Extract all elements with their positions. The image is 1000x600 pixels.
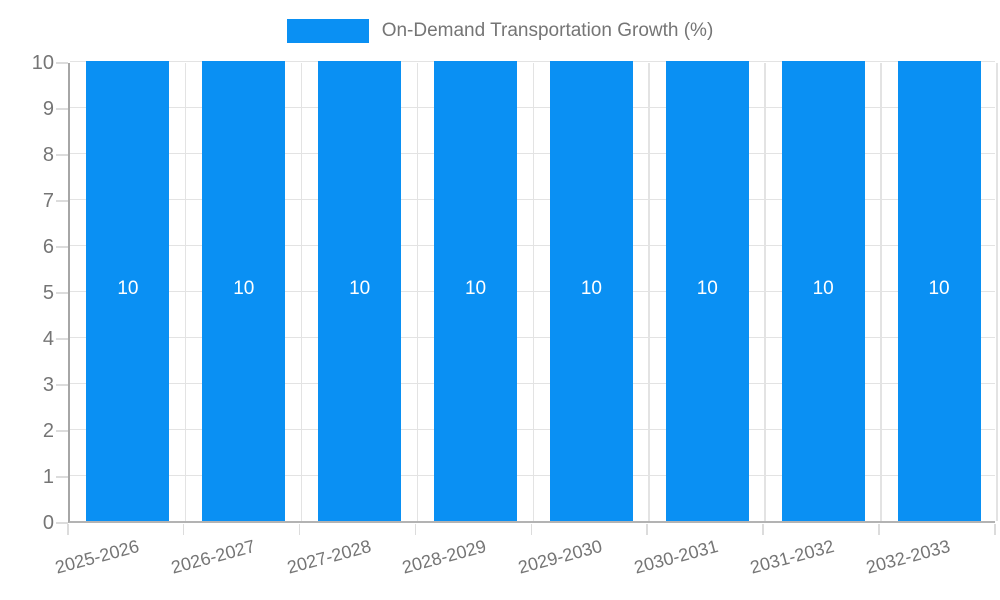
x-axis-tick-label: 2032-2033	[863, 536, 953, 578]
y-axis-tick-label: 4	[42, 328, 54, 350]
bar-value-label: 10	[928, 278, 950, 299]
x-tick-mark	[878, 524, 880, 535]
h-gridline	[70, 60, 995, 62]
bar: 10	[318, 61, 402, 521]
v-gridline	[648, 63, 650, 521]
bar: 10	[86, 61, 170, 521]
y-tick-mark	[56, 522, 68, 524]
x-tick-mark	[646, 524, 648, 535]
x-axis-tick-label: 2027-2028	[284, 536, 373, 578]
bar-value-label: 10	[696, 278, 718, 299]
bar: 10	[781, 61, 865, 521]
y-axis-tick-label: 2	[42, 420, 54, 442]
bar-value-label: 10	[812, 278, 834, 299]
y-tick-mark	[56, 154, 68, 156]
y-tick-mark	[56, 430, 68, 432]
y-tick-mark	[56, 384, 68, 386]
bar: 10	[202, 61, 286, 521]
y-axis-tick-label: 9	[42, 98, 54, 120]
y-axis-tick-label: 1	[42, 466, 54, 488]
v-gridline	[416, 63, 419, 521]
x-axis-tick-label: 2031-2032	[748, 536, 837, 578]
x-tick-mark	[298, 524, 301, 535]
bar: 10	[549, 61, 633, 521]
bar-value-label: 10	[349, 278, 371, 299]
y-tick-mark	[56, 200, 68, 202]
v-gridline	[764, 63, 766, 521]
v-gridline	[184, 63, 187, 521]
y-axis-tick-label: 8	[42, 144, 54, 166]
x-tick-mark	[67, 524, 69, 535]
y-tick-mark	[56, 476, 68, 478]
y-tick-mark	[56, 292, 68, 294]
x-tick-mark	[182, 524, 185, 535]
x-axis-tick-label: 2025-2026	[52, 536, 142, 578]
y-tick-mark	[56, 338, 68, 340]
x-axis-tick-label: 2029-2030	[516, 536, 605, 578]
v-gridline	[532, 63, 534, 521]
legend-swatch	[286, 19, 369, 43]
legend-label: On-Demand Transportation Growth (%)	[381, 20, 714, 41]
x-tick-mark	[762, 524, 764, 535]
x-axis-tick-label: 2026-2027	[168, 536, 257, 578]
bar: 10	[434, 61, 518, 521]
x-tick-mark	[414, 524, 417, 535]
bar-value-label: 10	[580, 278, 602, 299]
v-gridline	[880, 63, 882, 521]
legend: On-Demand Transportation Growth (%)	[0, 17, 1000, 45]
x-axis-tick-label: 2030-2031	[632, 536, 721, 578]
plot-area: 10 10 10 10 10 10 10 10	[68, 60, 998, 523]
y-tick-mark	[56, 108, 68, 110]
y-axis-tick-label: 3	[42, 374, 54, 396]
y-axis-tick-label: 10	[31, 52, 54, 74]
x-axis-tick-label: 2028-2029	[400, 536, 489, 578]
y-tick-mark	[56, 62, 68, 64]
x-tick-mark	[530, 524, 532, 535]
bar: 10	[897, 61, 981, 521]
y-tick-mark	[56, 246, 68, 248]
v-gridline	[300, 63, 303, 521]
y-axis-tick-label: 0	[42, 512, 54, 534]
bar-value-label: 10	[464, 278, 487, 299]
x-tick-mark	[994, 524, 996, 535]
y-axis-tick-label: 6	[42, 236, 54, 258]
bar-value-label: 10	[117, 278, 139, 299]
bar-value-label: 10	[233, 278, 255, 299]
bar: 10	[665, 61, 749, 521]
v-gridline	[996, 63, 998, 521]
y-axis-tick-label: 5	[42, 282, 54, 304]
y-axis-tick-label: 7	[42, 190, 54, 212]
